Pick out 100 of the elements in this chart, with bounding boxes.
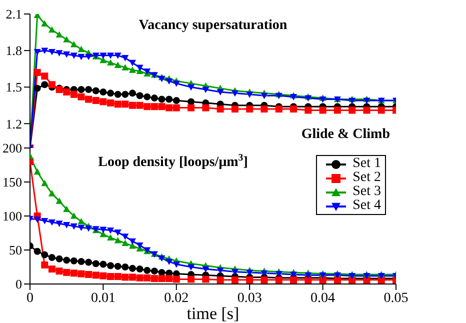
point	[92, 260, 100, 268]
legend-label: Set 2	[352, 170, 381, 185]
point	[172, 96, 180, 104]
x-axis-title: time [s]	[186, 304, 240, 323]
point	[48, 81, 56, 88]
point	[85, 225, 92, 232]
y-tick-label: 1.8	[6, 43, 22, 58]
x-tick-label: 0.03	[237, 290, 262, 306]
x-tick-label: 0.05	[384, 290, 408, 306]
point	[100, 56, 107, 64]
point	[114, 273, 122, 280]
point	[107, 90, 114, 97]
point	[63, 36, 70, 42]
point	[114, 230, 122, 236]
point	[166, 104, 173, 112]
point	[70, 270, 78, 277]
point	[107, 273, 114, 280]
point	[78, 270, 85, 278]
point	[41, 81, 48, 88]
point	[136, 242, 144, 249]
point	[63, 268, 70, 276]
point	[144, 103, 151, 110]
point	[78, 54, 85, 60]
y-tick-label: 200	[2, 140, 22, 156]
point	[63, 222, 70, 228]
point	[34, 168, 41, 175]
point	[34, 68, 41, 76]
point	[128, 60, 136, 66]
point	[378, 106, 385, 114]
point	[128, 264, 136, 272]
point	[70, 52, 78, 59]
point	[319, 106, 326, 114]
point	[216, 106, 224, 113]
point	[107, 234, 114, 241]
point	[78, 86, 85, 94]
point	[172, 104, 180, 112]
point	[188, 98, 195, 106]
point	[78, 258, 85, 266]
point	[188, 104, 195, 112]
point	[122, 240, 129, 246]
point	[70, 257, 78, 264]
point	[114, 52, 122, 59]
point	[34, 84, 41, 92]
point	[100, 260, 107, 268]
point	[34, 216, 41, 223]
point	[202, 86, 210, 94]
point	[144, 274, 151, 282]
point	[48, 26, 56, 33]
annotation: Glide & Climb	[301, 127, 390, 143]
point	[70, 212, 78, 219]
point	[122, 234, 129, 240]
point	[114, 100, 122, 108]
point	[260, 106, 268, 113]
point	[136, 266, 144, 273]
point	[231, 106, 238, 113]
point	[48, 254, 56, 261]
point	[70, 40, 78, 48]
point	[78, 224, 85, 232]
point	[216, 276, 224, 284]
point	[166, 258, 173, 266]
point	[334, 106, 341, 114]
point	[144, 93, 151, 100]
point	[56, 50, 63, 56]
y-tick-label: 150	[2, 174, 22, 190]
point	[107, 59, 114, 66]
point	[290, 272, 298, 278]
point	[275, 271, 282, 278]
point	[166, 275, 173, 282]
point	[92, 96, 100, 104]
point	[56, 31, 63, 38]
point	[107, 52, 114, 59]
y-tick-label: 2.1	[6, 6, 22, 22]
point	[348, 273, 356, 280]
point	[231, 90, 238, 97]
y-tick-label: 1.5	[6, 80, 22, 95]
point	[78, 93, 85, 100]
point	[128, 274, 136, 281]
point	[150, 275, 158, 282]
point	[128, 90, 136, 97]
point	[78, 218, 85, 224]
point	[150, 268, 158, 275]
legend-label: Set 1	[352, 156, 381, 171]
point	[41, 72, 48, 80]
point	[304, 272, 312, 279]
point	[34, 248, 41, 255]
point	[107, 99, 114, 106]
point	[363, 106, 370, 114]
point	[246, 270, 254, 276]
point	[128, 102, 136, 109]
point	[63, 256, 70, 264]
point	[56, 255, 63, 262]
point	[85, 270, 92, 278]
point	[114, 62, 122, 68]
point	[202, 276, 210, 283]
point	[48, 219, 56, 226]
point	[48, 266, 56, 273]
point	[260, 270, 268, 277]
point	[100, 98, 107, 106]
point	[48, 48, 56, 56]
point	[136, 102, 144, 109]
